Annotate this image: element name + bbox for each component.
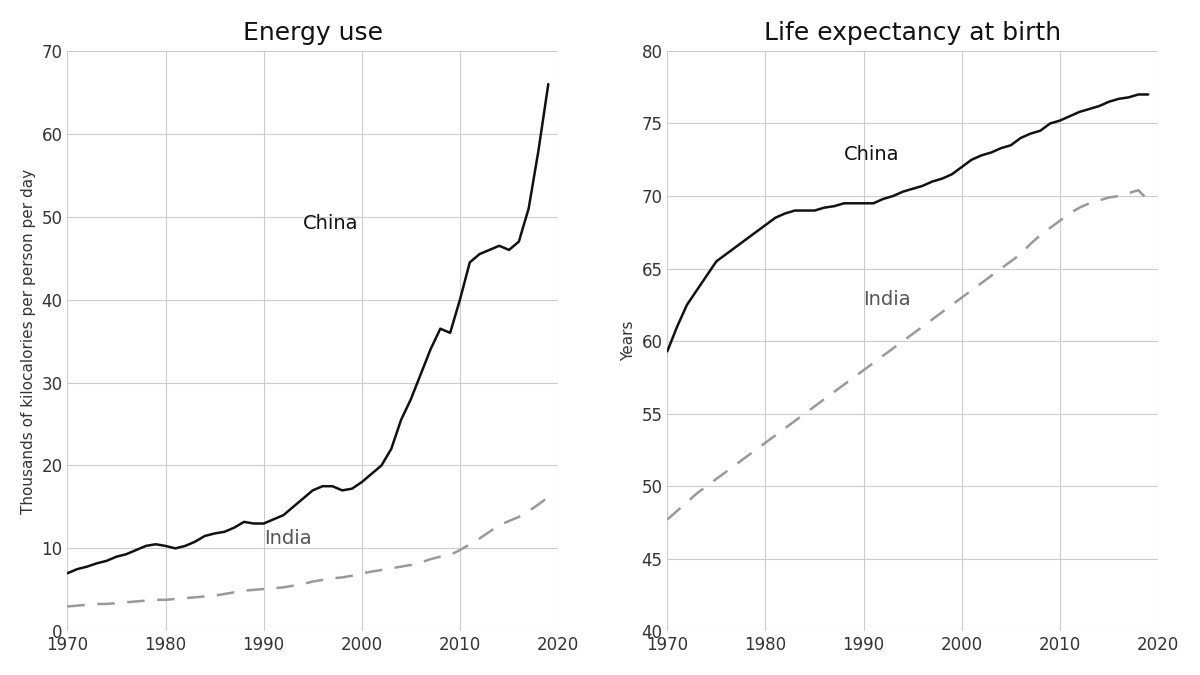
Title: Life expectancy at birth: Life expectancy at birth	[764, 21, 1061, 45]
Text: China: China	[302, 214, 359, 233]
Y-axis label: Thousands of kilocalories per person per day: Thousands of kilocalories per person per…	[20, 169, 36, 514]
Text: India: India	[864, 290, 911, 309]
Text: China: China	[844, 144, 900, 164]
Title: Energy use: Energy use	[242, 21, 383, 45]
Text: India: India	[264, 529, 311, 548]
Y-axis label: Years: Years	[620, 321, 636, 361]
